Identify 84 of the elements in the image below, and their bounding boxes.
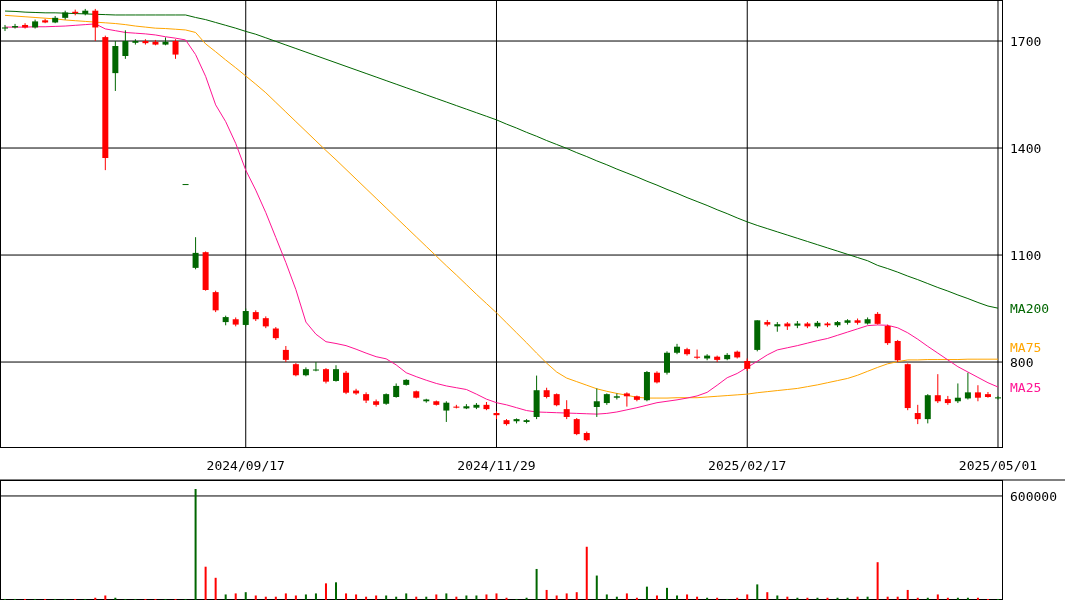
bar (776, 595, 779, 600)
bar (645, 586, 648, 600)
bar (284, 593, 287, 600)
candlestick (42, 18, 49, 24)
bar (375, 595, 378, 600)
candlestick (664, 350, 670, 376)
bar (335, 582, 338, 600)
bar (104, 595, 107, 600)
bar (304, 594, 307, 600)
bar (475, 595, 478, 600)
candlestick (884, 324, 891, 346)
candlestick (343, 370, 350, 395)
bar (355, 594, 358, 600)
bar (465, 595, 468, 600)
bar (906, 589, 909, 600)
bar (766, 592, 769, 600)
candlestick (714, 355, 721, 363)
bar (535, 568, 538, 600)
candlestick (122, 29, 129, 60)
y-tick-label: 1100 (1010, 248, 1042, 264)
candlestick (92, 8, 99, 42)
bar (666, 587, 668, 600)
bar (595, 575, 598, 600)
bar (655, 595, 658, 600)
series-label: MA25 (1010, 380, 1042, 396)
candlestick (894, 339, 901, 363)
bar (385, 595, 388, 600)
bar (214, 577, 217, 600)
x-tick-label: 2024/11/29 (457, 458, 536, 473)
bar (204, 566, 207, 600)
bar (555, 595, 558, 600)
candlestick (373, 398, 380, 408)
bar (746, 594, 749, 600)
y-tick-label: 1700 (1010, 34, 1042, 50)
x-tick-label: 2024/09/17 (206, 458, 285, 473)
bar (234, 593, 237, 600)
candlestick (172, 38, 179, 60)
bar (435, 594, 438, 600)
line-series (4, 10, 999, 309)
series-label: MA75 (1010, 340, 1042, 356)
candlestick (994, 395, 1001, 400)
bar (224, 594, 227, 600)
bar (324, 583, 327, 600)
candlestick (593, 387, 600, 418)
bar (565, 593, 568, 600)
bar (445, 593, 448, 600)
series-label: MA200 (1010, 301, 1050, 317)
candlestick (623, 391, 630, 408)
y-tick-label: 600000 (1010, 488, 1057, 504)
bar (485, 594, 488, 600)
candlestick (974, 384, 981, 402)
candlestick (924, 393, 931, 424)
candlestick (212, 290, 219, 313)
bar (405, 593, 408, 600)
bar (876, 562, 879, 600)
x-tick-label: 2025/05/01 (958, 458, 1038, 473)
bar (545, 589, 548, 600)
bar (686, 594, 689, 600)
candlestick (984, 391, 991, 399)
bar (756, 584, 759, 600)
candlestick (964, 372, 971, 400)
candlestick (934, 373, 941, 404)
candlestick (443, 400, 450, 423)
candlestick (914, 404, 921, 425)
candlestick (312, 361, 319, 372)
candlestick (2, 24, 9, 32)
y-tick-label: 800 (1010, 355, 1034, 371)
candlestick (563, 399, 570, 420)
candlestick (694, 349, 701, 360)
bar (345, 593, 348, 600)
bar (294, 595, 297, 600)
y-tick-label: 1400 (1010, 141, 1042, 157)
bar (244, 592, 247, 600)
bar (314, 593, 317, 600)
bar (194, 489, 197, 600)
bar (585, 546, 588, 600)
bar (495, 593, 498, 600)
candlestick (192, 236, 199, 270)
bar (605, 594, 608, 600)
bar (625, 593, 628, 600)
bar (936, 594, 939, 600)
x-tick-label: 2025/02/17 (708, 458, 787, 473)
bar (575, 592, 578, 600)
bar (676, 595, 679, 600)
